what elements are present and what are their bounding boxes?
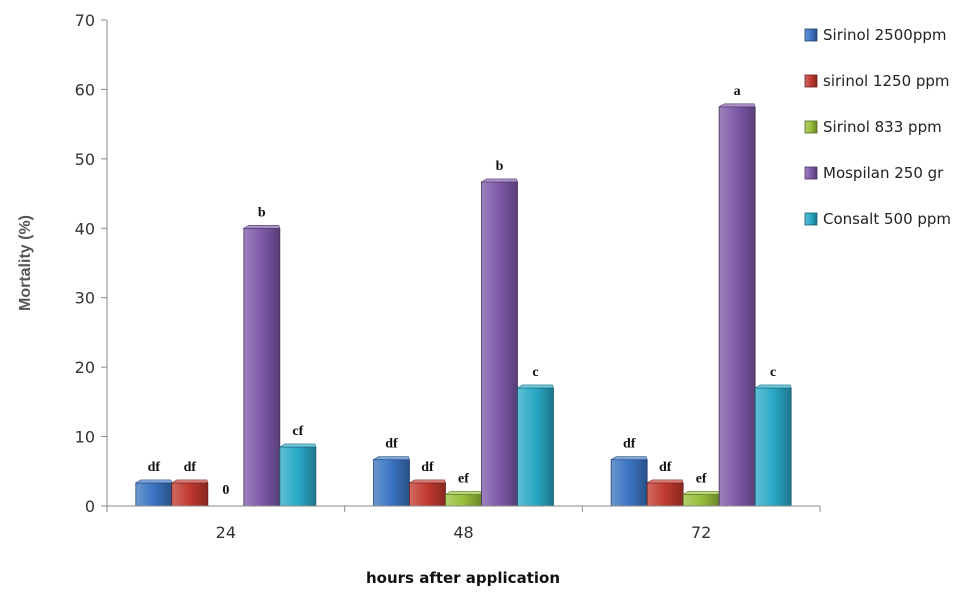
bar xyxy=(243,227,281,507)
bar-cap xyxy=(646,479,684,484)
data-label: b xyxy=(258,205,266,220)
bar-cap xyxy=(754,384,792,389)
bar-cap xyxy=(444,491,482,495)
bar xyxy=(373,459,410,507)
y-axis-title: Mortality (%) xyxy=(17,215,34,311)
legend-swatch xyxy=(804,120,818,134)
data-label: df xyxy=(421,460,434,475)
data-label: df xyxy=(184,460,197,475)
x-tick-label: 72 xyxy=(691,523,711,542)
data-label: b xyxy=(496,159,504,174)
data-label: cf xyxy=(292,424,303,439)
bar xyxy=(135,482,173,507)
y-tick-label: 0 xyxy=(85,497,95,516)
bar xyxy=(481,181,518,507)
data-label: df xyxy=(148,460,161,475)
bar xyxy=(610,459,648,507)
bar-cap xyxy=(682,491,720,495)
y-tick-label: 50 xyxy=(75,150,95,169)
x-axis-title: hours after application xyxy=(366,569,560,587)
bar xyxy=(754,387,792,507)
bar-cap xyxy=(516,384,554,389)
legend-label: Mospilan 250 gr xyxy=(823,164,944,182)
bar-cap xyxy=(408,479,446,484)
data-label: 0 xyxy=(222,483,229,498)
legend-swatch xyxy=(804,166,818,180)
legend-swatch xyxy=(804,28,818,42)
bar xyxy=(279,446,317,507)
bar-cap xyxy=(242,224,281,229)
legend-label: Consalt 500 ppm xyxy=(823,210,951,228)
bar xyxy=(171,482,209,507)
y-tick-label: 40 xyxy=(75,219,95,238)
bar-cap xyxy=(170,479,209,484)
bar xyxy=(517,387,554,507)
y-tick-label: 60 xyxy=(75,80,95,99)
data-label: c xyxy=(770,365,776,380)
y-tick-label: 10 xyxy=(75,428,95,447)
bar-cap xyxy=(372,456,410,460)
data-label: df xyxy=(659,460,672,475)
bar-cap xyxy=(134,479,173,484)
legend-swatch xyxy=(804,212,818,226)
bar xyxy=(682,494,720,507)
bar xyxy=(445,494,482,507)
x-tick-label: 48 xyxy=(453,523,473,542)
bar-cap xyxy=(278,443,317,448)
bar-cap xyxy=(480,178,518,183)
data-label: ef xyxy=(458,471,469,486)
y-tick-label: 70 xyxy=(75,11,95,30)
bar xyxy=(409,482,446,507)
bar-cap xyxy=(610,456,648,460)
bar-cap xyxy=(718,103,756,108)
data-label: c xyxy=(532,365,538,380)
legend-label: sirinol 1250 ppm xyxy=(823,72,950,90)
legend-swatch xyxy=(804,74,818,88)
y-tick-label: 20 xyxy=(75,358,95,377)
bar xyxy=(646,482,684,507)
legend-label: Sirinol 2500ppm xyxy=(823,26,946,44)
bar xyxy=(718,106,756,507)
x-tick-label: 24 xyxy=(216,523,236,542)
legend: Sirinol 2500ppm sirinol 1250 ppm Sirinol 8… xyxy=(804,26,951,228)
data-label: df xyxy=(385,437,398,452)
y-tick-label: 30 xyxy=(75,289,95,308)
data-label: a xyxy=(734,84,741,99)
data-label: ef xyxy=(696,471,707,486)
legend-label: Sirinol 833 ppm xyxy=(823,118,942,136)
data-label: df xyxy=(623,437,636,452)
